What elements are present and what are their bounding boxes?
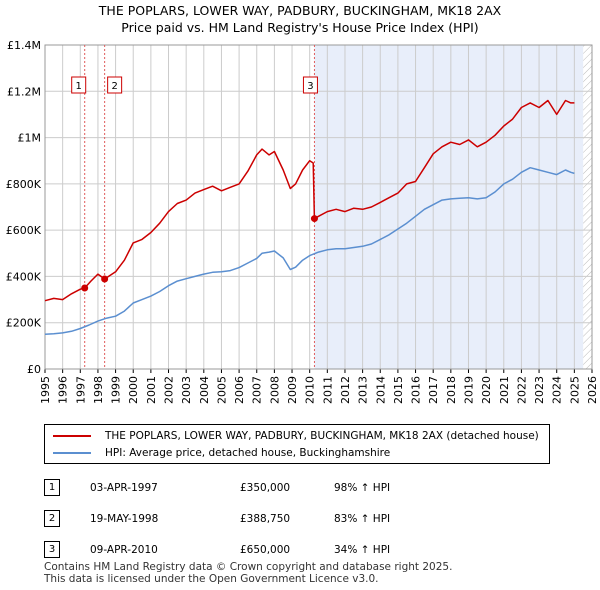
sale-point bbox=[101, 275, 109, 283]
legend-label-property: THE POPLARS, LOWER WAY, PADBURY, BUCKING… bbox=[105, 430, 539, 442]
x-tick-label: 2024 bbox=[551, 376, 564, 404]
future-hatched-region bbox=[583, 45, 592, 369]
footer-licence: This data is licensed under the Open Gov… bbox=[44, 573, 379, 585]
x-tick-label: 2014 bbox=[374, 376, 387, 404]
x-tick-label: 2011 bbox=[321, 376, 334, 404]
x-tick-label: 2015 bbox=[392, 376, 405, 404]
sale-hpi-change: 98% ↑ HPI bbox=[334, 481, 391, 494]
sale-price: £650,000 bbox=[240, 543, 291, 556]
chart-subtitle: Price paid vs. HM Land Registry's House … bbox=[121, 20, 479, 35]
sale-number-box: 1 bbox=[44, 479, 60, 496]
footer-copyright: Contains HM Land Registry data © Crown c… bbox=[44, 561, 453, 573]
sale-label-number: 2 bbox=[111, 81, 117, 92]
chart-title: THE POPLARS, LOWER WAY, PADBURY, BUCKING… bbox=[98, 3, 502, 18]
sale-hpi-change: 34% ↑ HPI bbox=[334, 543, 391, 556]
y-tick-label: £800K bbox=[6, 178, 42, 191]
x-tick-label: 2006 bbox=[233, 376, 246, 404]
legend: THE POPLARS, LOWER WAY, PADBURY, BUCKING… bbox=[44, 424, 550, 464]
x-tick-label: 2003 bbox=[180, 376, 193, 404]
sale-number-box: 2 bbox=[44, 510, 60, 527]
y-tick-label: £600K bbox=[6, 224, 42, 237]
sale-label-number: 1 bbox=[76, 81, 82, 92]
x-tick-label: 2026 bbox=[586, 376, 599, 404]
x-tick-label: 2004 bbox=[198, 376, 211, 404]
x-tick-label: 2013 bbox=[357, 376, 370, 404]
x-tick-label: 2020 bbox=[480, 376, 493, 404]
sale-date: 03-APR-1997 bbox=[90, 481, 158, 494]
x-tick-label: 1995 bbox=[39, 376, 52, 404]
x-tick-label: 2025 bbox=[568, 376, 581, 404]
sale-price: £388,750 bbox=[240, 512, 291, 525]
x-tick-label: 2012 bbox=[339, 376, 352, 404]
sales-table: 1 03-APR-1997 £350,000 98% ↑ HPI 2 19-MA… bbox=[44, 472, 390, 565]
table-row: 3 09-APR-2010 £650,000 34% ↑ HPI bbox=[44, 534, 390, 565]
y-tick-label: £1M bbox=[18, 132, 42, 145]
x-tick-label: 2008 bbox=[268, 376, 281, 404]
x-tick-label: 2005 bbox=[215, 376, 228, 404]
x-tick-label: 2001 bbox=[145, 376, 158, 404]
sale-point bbox=[310, 215, 318, 223]
x-tick-label: 2009 bbox=[286, 376, 299, 404]
x-tick-label: 1998 bbox=[92, 376, 105, 404]
x-tick-label: 2017 bbox=[427, 376, 440, 404]
y-tick-label: £0 bbox=[27, 363, 41, 376]
sale-price: £350,000 bbox=[240, 481, 291, 494]
hpi-series-line bbox=[44, 166, 575, 336]
x-tick-label: 1999 bbox=[110, 376, 123, 404]
property-series-line bbox=[44, 99, 575, 302]
legend-label-hpi: HPI: Average price, detached house, Buck… bbox=[105, 447, 391, 459]
x-tick-label: 1996 bbox=[57, 376, 70, 404]
price-chart: £0 £200K £400K £600K £800K £1M £1.2M £1.4M 1995 1… bbox=[6, 39, 599, 404]
plot-frame bbox=[44, 44, 593, 370]
table-row: 1 03-APR-1997 £350,000 98% ↑ HPI bbox=[44, 472, 390, 503]
legend-item-hpi: HPI: Average price, detached house, Buck… bbox=[53, 445, 390, 461]
legend-item-property: THE POPLARS, LOWER WAY, PADBURY, BUCKING… bbox=[53, 428, 539, 444]
x-tick-label: 1997 bbox=[74, 376, 87, 404]
sale-number-box: 3 bbox=[44, 541, 60, 558]
sale-label-box bbox=[107, 76, 123, 94]
y-tick-label: £400K bbox=[6, 270, 42, 283]
x-tick-label: 2021 bbox=[498, 376, 511, 404]
sale-date: 09-APR-2010 bbox=[90, 543, 158, 556]
x-tick-label: 2010 bbox=[304, 376, 317, 404]
x-tick-label: 2023 bbox=[533, 376, 546, 404]
sale-label-number: 3 bbox=[307, 81, 313, 92]
legend-swatch-property bbox=[53, 435, 91, 437]
sale-label-box bbox=[302, 76, 318, 94]
x-tick-label: 2022 bbox=[515, 376, 528, 404]
x-tick-label: 2016 bbox=[410, 376, 423, 404]
x-tick-label: 2000 bbox=[127, 376, 140, 404]
x-tick-label: 2019 bbox=[462, 376, 475, 404]
table-row: 2 19-MAY-1998 £388,750 83% ↑ HPI bbox=[44, 503, 390, 534]
footer: Contains HM Land Registry data © Crown c… bbox=[44, 561, 452, 585]
post-sale-shaded-region bbox=[314, 45, 584, 369]
sale-hpi-change: 83% ↑ HPI bbox=[334, 512, 391, 525]
x-tick-label: 2018 bbox=[445, 376, 458, 404]
x-tick-label: 2002 bbox=[163, 376, 176, 404]
legend-swatch-hpi bbox=[53, 452, 91, 454]
sale-label-box bbox=[71, 76, 87, 94]
x-tick-label: 2007 bbox=[251, 376, 264, 404]
y-tick-label: £1.4M bbox=[7, 39, 41, 52]
y-tick-label: £1.2M bbox=[7, 85, 41, 98]
sale-date: 19-MAY-1998 bbox=[90, 512, 159, 525]
sale-point bbox=[81, 284, 89, 292]
y-tick-label: £200K bbox=[6, 317, 42, 330]
